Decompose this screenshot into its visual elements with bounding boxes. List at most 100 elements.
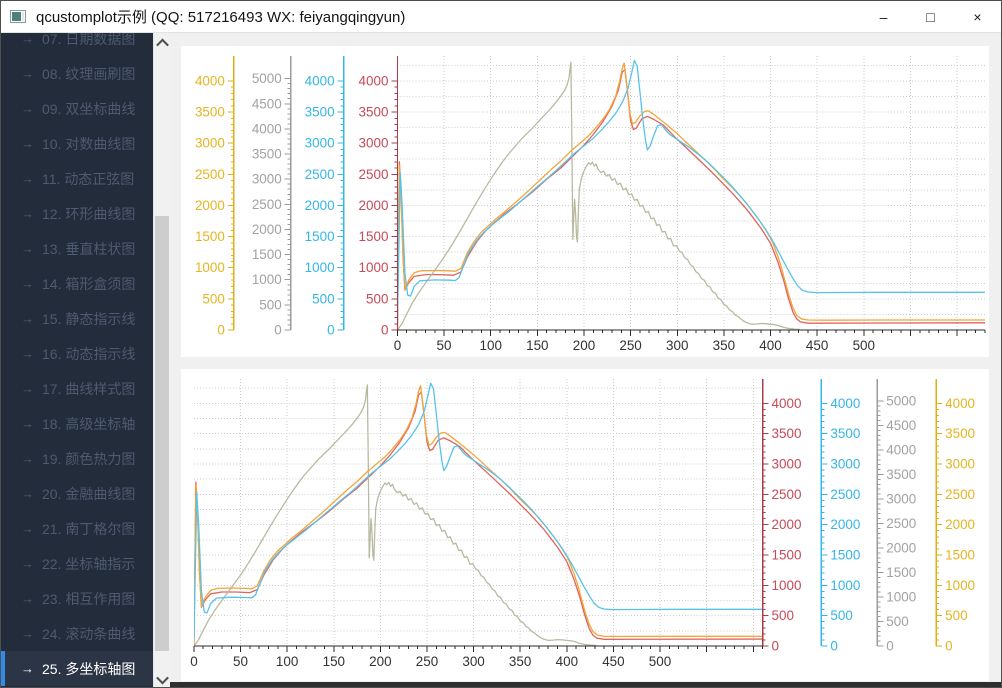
sidebar-item-22[interactable]: → 22. 坐标轴指示	[1, 546, 153, 581]
minimize-button[interactable]: –	[879, 8, 888, 25]
sidebar-item-12[interactable]: → 12. 环形曲线图	[1, 196, 153, 231]
arrow-icon: →	[21, 661, 34, 676]
svg-text:100: 100	[276, 654, 298, 669]
svg-text:3500: 3500	[195, 104, 225, 119]
sidebar-item-16[interactable]: → 16. 动态指示线	[1, 336, 153, 371]
svg-text:0: 0	[772, 638, 779, 653]
svg-text:500: 500	[259, 297, 281, 312]
arrow-icon: →	[21, 346, 34, 361]
arrow-icon: →	[21, 276, 34, 291]
arrow-icon: →	[21, 626, 34, 641]
svg-text:3500: 3500	[772, 426, 802, 441]
svg-text:0: 0	[945, 638, 952, 653]
svg-text:2000: 2000	[359, 198, 389, 213]
sidebar-item-10[interactable]: → 10. 对数曲线图	[1, 126, 153, 161]
sidebar-item-label: 14. 箱形盒须图	[42, 275, 136, 292]
sidebar-item-9[interactable]: → 09. 双坐标曲线	[1, 91, 153, 126]
svg-text:2500: 2500	[830, 487, 860, 502]
sidebar-item-20[interactable]: → 20. 金融曲线图	[1, 476, 153, 511]
sidebar-item-17[interactable]: → 17. 曲线样式图	[1, 371, 153, 406]
svg-text:500: 500	[830, 608, 852, 623]
svg-text:4000: 4000	[359, 73, 389, 88]
scroll-down-button[interactable]	[154, 669, 170, 687]
svg-text:4000: 4000	[772, 396, 802, 411]
sidebar-item-23[interactable]: → 23. 相互作用图	[1, 581, 153, 616]
svg-text:1000: 1000	[830, 578, 860, 593]
svg-text:100: 100	[480, 338, 502, 353]
main-area: 0 500 1000 1500 2000 2500 3000 3500 4000 0 500 1000…	[170, 33, 1001, 687]
arrow-icon: →	[21, 171, 34, 186]
sidebar-menu: → 07. 日期数据图 → 08. 纹理画刷图 → 09. 双坐标曲线 → 10. 对数曲线图…	[1, 33, 153, 686]
svg-text:1500: 1500	[252, 247, 282, 262]
svg-text:5000: 5000	[252, 71, 282, 86]
svg-text:2000: 2000	[886, 540, 916, 555]
svg-text:50: 50	[233, 654, 248, 669]
sidebar-item-label: 13. 垂直柱状图	[42, 240, 136, 257]
svg-text:500: 500	[312, 291, 334, 306]
svg-text:3500: 3500	[830, 426, 860, 441]
chart-bottom[interactable]: 0 500 1000 1500 2000 2500 3000 3500 4000 0 500 1000…	[181, 369, 989, 681]
sidebar-item-13[interactable]: → 13. 垂直柱状图	[1, 231, 153, 266]
svg-text:1000: 1000	[252, 272, 282, 287]
svg-text:2500: 2500	[305, 167, 335, 182]
sidebar-item-8[interactable]: → 08. 纹理画刷图	[1, 56, 153, 91]
svg-text:2000: 2000	[252, 222, 282, 237]
sidebar-item-11[interactable]: → 11. 动态正弦图	[1, 161, 153, 196]
sidebar-item-label: 18. 高级坐标轴	[42, 415, 136, 432]
svg-text:150: 150	[526, 338, 548, 353]
sidebar-item-label: 25. 多坐标轴图	[42, 660, 136, 677]
svg-text:500: 500	[366, 291, 388, 306]
svg-text:400: 400	[556, 654, 578, 669]
close-button[interactable]: ×	[973, 8, 982, 25]
arrow-icon: →	[21, 136, 34, 151]
svg-text:4000: 4000	[830, 396, 860, 411]
chart-top[interactable]: 0 500 1000 1500 2000 2500 3000 3500 4000 0 500 1000…	[181, 46, 989, 357]
sidebar-item-label: 11. 动态正弦图	[42, 170, 135, 187]
svg-text:3000: 3000	[305, 136, 335, 151]
arrow-icon: →	[21, 66, 34, 81]
svg-text:1000: 1000	[195, 260, 225, 275]
sidebar-item-15[interactable]: → 15. 静态指示线	[1, 301, 153, 336]
scroll-up-button[interactable]	[154, 33, 170, 53]
svg-text:1500: 1500	[886, 565, 916, 580]
scrollbar-thumb[interactable]	[155, 216, 169, 651]
svg-text:2000: 2000	[195, 198, 225, 213]
sidebar-item-18[interactable]: → 18. 高级坐标轴	[1, 406, 153, 441]
sidebar-item-25[interactable]: → 25. 多坐标轴图	[1, 651, 153, 686]
sidebar-item-label: 08. 纹理画刷图	[42, 65, 136, 82]
sidebar-item-label: 20. 金融曲线图	[42, 485, 136, 502]
sidebar-item-label: 17. 曲线样式图	[42, 380, 136, 397]
svg-text:3000: 3000	[772, 456, 802, 471]
svg-text:200: 200	[369, 654, 391, 669]
svg-text:3000: 3000	[830, 456, 860, 471]
arrow-icon: →	[21, 381, 34, 396]
sidebar-item-7[interactable]: → 07. 日期数据图	[1, 33, 153, 56]
svg-text:1500: 1500	[945, 547, 975, 562]
svg-text:3000: 3000	[945, 456, 975, 471]
svg-text:2500: 2500	[252, 197, 282, 212]
sidebar-item-24[interactable]: → 24. 滚动条曲线	[1, 616, 153, 651]
sidebar-item-21[interactable]: → 21. 南丁格尔图	[1, 511, 153, 546]
app-icon	[10, 10, 26, 23]
arrow-icon: →	[21, 101, 34, 116]
sidebar-item-19[interactable]: → 19. 颜色热力图	[1, 441, 153, 476]
svg-text:450: 450	[602, 654, 624, 669]
sidebar-item-label: 15. 静态指示线	[42, 310, 136, 327]
svg-text:4000: 4000	[886, 442, 916, 457]
svg-text:3500: 3500	[886, 467, 916, 482]
sidebar-item-14[interactable]: → 14. 箱形盒须图	[1, 266, 153, 301]
svg-text:500: 500	[945, 608, 967, 623]
sidebar-scrollbar[interactable]	[153, 33, 170, 687]
svg-text:3000: 3000	[252, 172, 282, 187]
sidebar-item-label: 07. 日期数据图	[42, 33, 136, 47]
arrow-icon: →	[21, 521, 34, 536]
svg-text:0: 0	[217, 322, 224, 337]
svg-text:1500: 1500	[305, 229, 335, 244]
maximize-button[interactable]: □	[926, 8, 935, 25]
svg-text:0: 0	[190, 654, 197, 669]
svg-text:1500: 1500	[195, 229, 225, 244]
svg-text:2500: 2500	[195, 167, 225, 182]
svg-text:250: 250	[416, 654, 438, 669]
svg-text:3500: 3500	[305, 104, 335, 119]
